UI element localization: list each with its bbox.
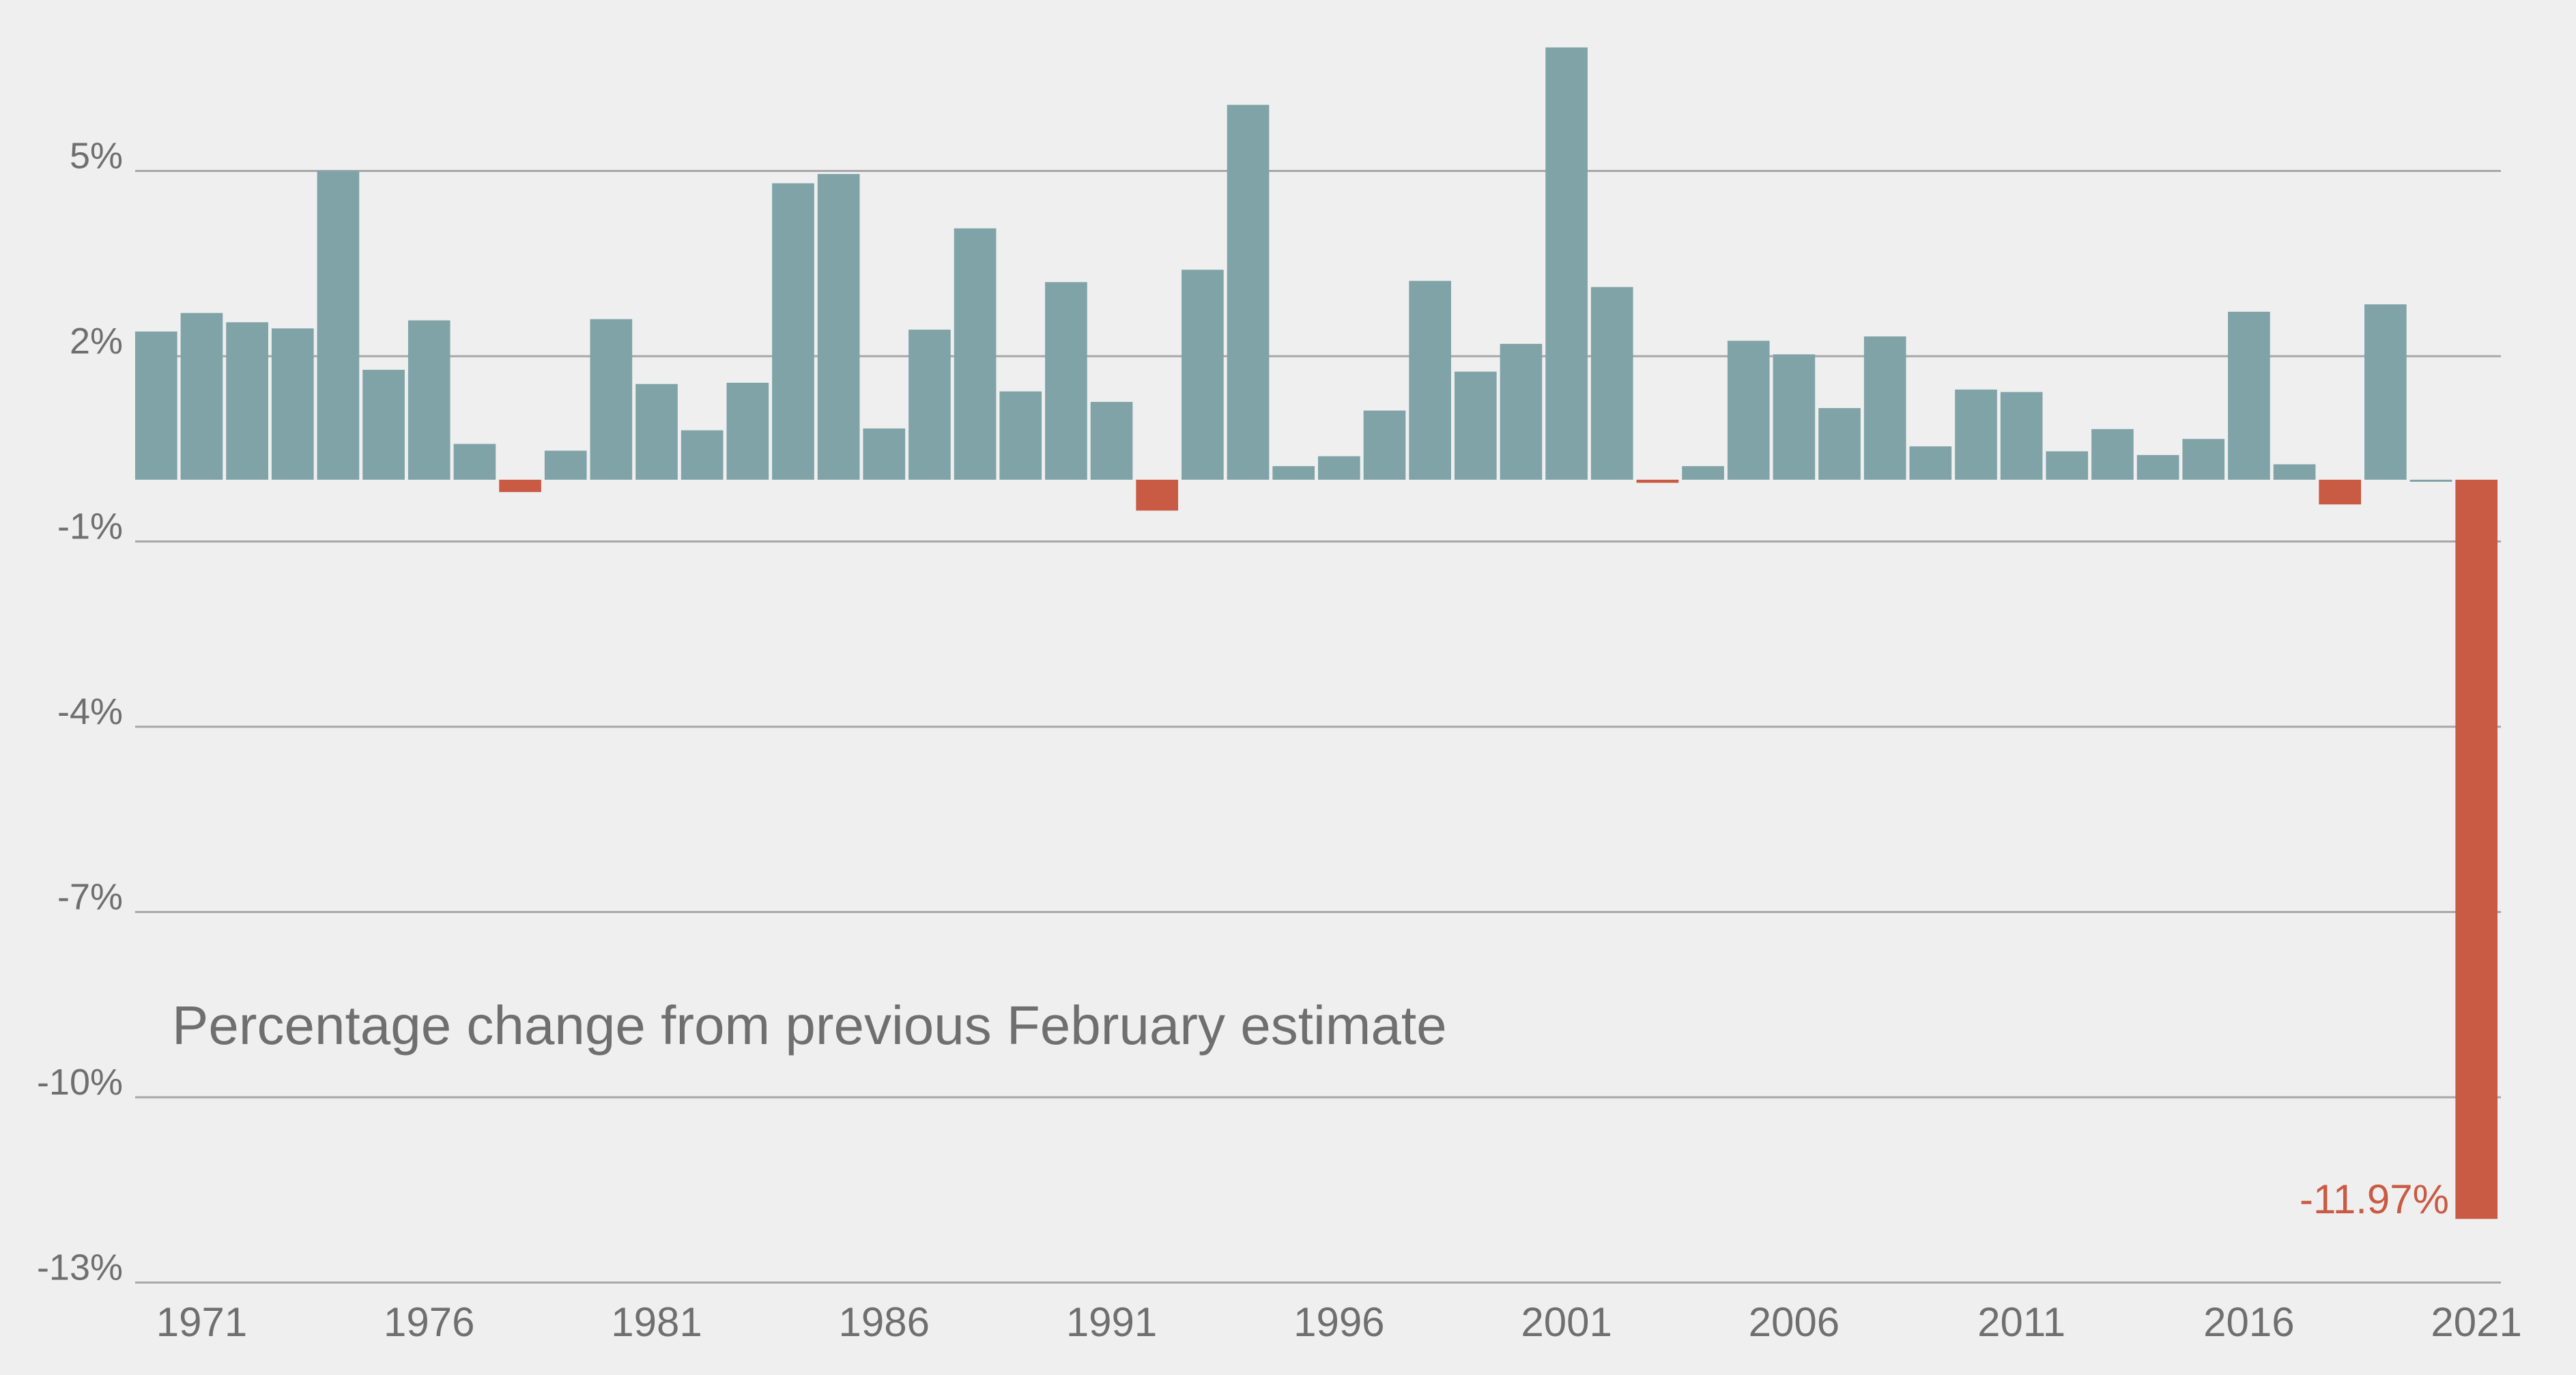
data-label-last-bar: -11.97%: [2300, 1176, 2449, 1222]
bar-2017: [2273, 464, 2316, 480]
bar-1998: [1409, 280, 1451, 480]
bar-2012: [2046, 451, 2089, 480]
bar-2008: [1863, 336, 1906, 480]
y-tick-label: 2%: [70, 321, 123, 362]
bar-1993: [1182, 270, 1224, 480]
x-tick-label: 1991: [1066, 1299, 1157, 1345]
bar-2003: [1636, 480, 1679, 483]
x-tick-label: 1971: [156, 1299, 247, 1345]
bar-1991: [1090, 401, 1133, 480]
bar-1973: [271, 328, 314, 480]
bar-1975: [362, 369, 405, 480]
bar-2018: [2319, 480, 2362, 505]
bar-1986: [863, 428, 906, 480]
bar-2001: [1545, 47, 1588, 480]
bar-1988: [954, 228, 997, 480]
x-tick-label: 2006: [1749, 1299, 1840, 1345]
bar-1980: [590, 319, 633, 480]
bar-1970: [135, 331, 177, 480]
bar-2016: [2228, 311, 2270, 480]
y-axis-tick-labels: 5% 2% -1% -4% -7% -10% -13%: [37, 136, 123, 1288]
bar-2015: [2182, 439, 2225, 480]
bar-1995: [1272, 466, 1315, 480]
bar-1981: [635, 383, 678, 480]
bar-1974: [317, 171, 360, 480]
y-tick-label: 5%: [70, 136, 123, 177]
bar-2007: [1818, 408, 1861, 480]
x-tick-label: 1976: [384, 1299, 474, 1345]
bar-2004: [1682, 466, 1724, 480]
bar-1987: [908, 330, 951, 480]
bars: [135, 47, 2498, 1219]
bar-2013: [2091, 429, 2134, 480]
x-tick-label: 2021: [2431, 1299, 2521, 1345]
y-tick-label: -1%: [57, 506, 123, 547]
bar-1989: [999, 391, 1042, 480]
bar-2005: [1727, 341, 1770, 480]
bar-1985: [817, 174, 860, 480]
bar-1997: [1363, 410, 1406, 480]
bar-2019: [2364, 304, 2407, 480]
bar-1971: [180, 313, 223, 480]
y-tick-label: -7%: [57, 877, 123, 918]
x-axis-tick-labels: 1971 1976 1981 1986 1991 1996 2001 2006 2011 2016…: [156, 1299, 2522, 1345]
grid-lines: [135, 170, 2501, 1284]
bar-2011: [2000, 392, 2043, 480]
bar-1978: [499, 480, 541, 493]
bar-1972: [226, 322, 268, 480]
bar-2020: [2409, 480, 2452, 482]
y-tick-label: -10%: [37, 1062, 123, 1103]
y-tick-label: -4%: [57, 691, 123, 732]
x-tick-label: 2001: [1521, 1299, 1612, 1345]
bar-2006: [1773, 354, 1816, 480]
bar-1976: [407, 320, 450, 480]
x-tick-label: 2011: [1977, 1299, 2065, 1345]
chart-annotation: Percentage change from previous February…: [172, 995, 1447, 1056]
bar-1996: [1318, 456, 1360, 480]
bar-1982: [681, 430, 724, 480]
bar-1979: [544, 450, 587, 480]
x-tick-label: 1981: [611, 1299, 702, 1345]
x-tick-label: 1996: [1293, 1299, 1384, 1345]
bar-1977: [453, 444, 496, 480]
x-tick-label: 2016: [2203, 1299, 2294, 1345]
y-tick-label: -13%: [37, 1247, 123, 1288]
bar-1994: [1227, 104, 1270, 480]
bar-1990: [1045, 282, 1087, 480]
bar-2010: [1955, 389, 1997, 480]
bar-2021: [2455, 480, 2498, 1219]
bar-1999: [1454, 371, 1497, 480]
x-tick-label: 1986: [839, 1299, 930, 1345]
bar-1992: [1136, 480, 1179, 511]
bar-2002: [1590, 287, 1633, 480]
bar-2014: [2136, 454, 2179, 480]
bar-1984: [772, 183, 814, 480]
bar-1983: [726, 382, 769, 480]
bar-2000: [1500, 343, 1543, 480]
bar-2009: [1909, 446, 1952, 480]
